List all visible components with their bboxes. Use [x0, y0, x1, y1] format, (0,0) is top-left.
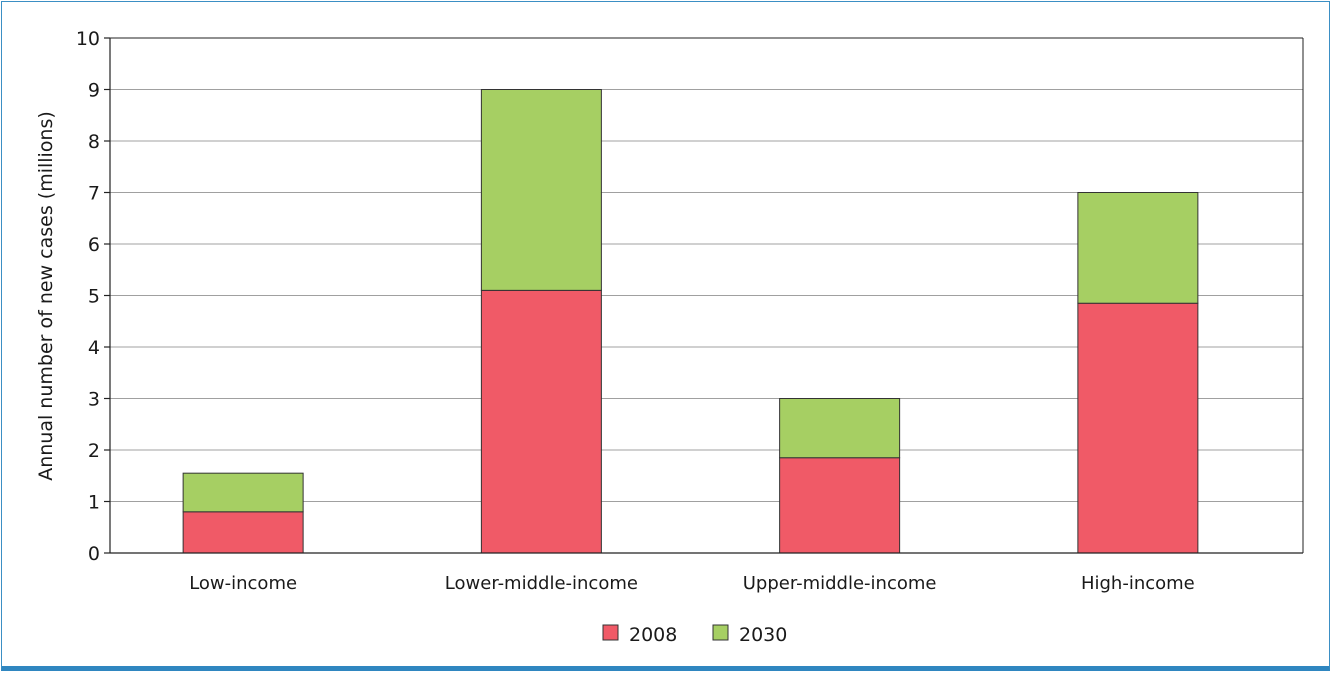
- bar-2030: [1077, 192, 1199, 304]
- y-tick-label: 10: [76, 28, 100, 50]
- x-category-labels: Low-income Lower-middle-income Upper-middl…: [189, 573, 1195, 594]
- x-category-label: Upper-middle-income: [743, 573, 937, 594]
- x-category-label: Low-income: [189, 573, 297, 594]
- bar-2030: [182, 472, 304, 513]
- axes: [104, 37, 1304, 554]
- bar-2030: [779, 398, 901, 459]
- bar-2030: [480, 89, 602, 291]
- y-tick-label: 9: [88, 80, 100, 102]
- legend-swatch-2030: [712, 624, 729, 641]
- bar-2008: [779, 457, 901, 554]
- bars: [182, 89, 1199, 554]
- y-tick-label: 7: [88, 183, 100, 205]
- y-tick-label: 3: [88, 389, 100, 411]
- y-tick-label: 1: [88, 492, 100, 514]
- legend-swatch-2008: [602, 624, 619, 641]
- bar-2008: [182, 511, 304, 554]
- y-tick-labels: 0 1 2 3 4 5 6 7 8 9 10: [76, 28, 100, 565]
- y-axis-title: Annual number of new cases (millions): [35, 111, 57, 481]
- legend: 2008 2030: [602, 624, 787, 646]
- x-category-label: Lower-middle-income: [445, 573, 638, 594]
- y-tick-label: 8: [88, 131, 100, 153]
- legend-label-2030: 2030: [739, 624, 787, 646]
- y-tick-label: 4: [88, 337, 100, 359]
- bar-2008: [480, 289, 602, 554]
- y-tick-label: 5: [88, 286, 100, 308]
- legend-label-2008: 2008: [629, 624, 677, 646]
- bar-2008: [1077, 302, 1199, 554]
- x-category-label: High-income: [1081, 573, 1195, 594]
- y-tick-label: 6: [88, 234, 100, 256]
- y-tick-label: 0: [88, 543, 100, 565]
- y-tick-label: 2: [88, 440, 100, 462]
